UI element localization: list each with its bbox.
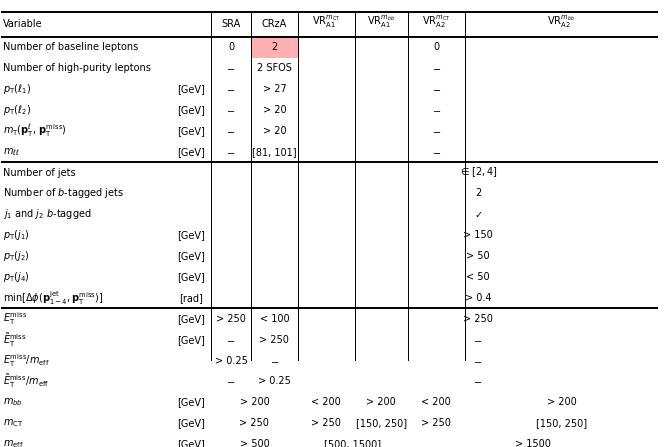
Text: [GeV]: [GeV]	[177, 272, 205, 282]
Text: > 200: > 200	[547, 397, 577, 407]
Text: $j_1$ and $j_2$ $b$-tagged: $j_1$ and $j_2$ $b$-tagged	[3, 207, 92, 221]
Bar	[251, 37, 298, 58]
Text: $m_{\mathrm{CT}}$: $m_{\mathrm{CT}}$	[3, 417, 24, 429]
Text: $m_{\ell\ell}$: $m_{\ell\ell}$	[3, 146, 20, 157]
Text: < 200: < 200	[421, 397, 451, 407]
Bar	[298, 392, 355, 413]
Text: > 27: > 27	[262, 84, 286, 94]
Text: < 200: < 200	[311, 397, 341, 407]
Text: $-$: $-$	[432, 84, 441, 94]
Text: > 250: > 250	[311, 418, 341, 428]
Text: $\in [2, 4]$: $\in [2, 4]$	[459, 165, 497, 179]
Text: $m_{\mathrm{T}}(\mathbf{p}_{\mathrm{T}}^{\ell},\,\mathbf{p}_{\mathrm{T}}^{\mathr: $m_{\mathrm{T}}(\mathbf{p}_{\mathrm{T}}^…	[3, 122, 67, 139]
Text: Number of jets: Number of jets	[3, 168, 76, 177]
Text: [GeV]: [GeV]	[177, 335, 205, 345]
Text: $-$: $-$	[227, 105, 235, 115]
Text: $\tilde{E}_{\mathrm{T}}^{\mathrm{miss}}$: $\tilde{E}_{\mathrm{T}}^{\mathrm{miss}}$	[3, 331, 27, 349]
Text: $-$: $-$	[270, 355, 279, 366]
Text: $E_{\mathrm{T}}^{\mathrm{miss}}/m_{\mathrm{eff}}$: $E_{\mathrm{T}}^{\mathrm{miss}}/m_{\math…	[3, 352, 50, 369]
Text: Number of high-purity leptons: Number of high-purity leptons	[3, 63, 151, 73]
Text: > 0.4: > 0.4	[465, 293, 491, 303]
Text: [GeV]: [GeV]	[177, 126, 205, 136]
Text: [81, 101]: [81, 101]	[252, 147, 297, 156]
Text: Variable: Variable	[3, 19, 43, 29]
Text: [GeV]: [GeV]	[177, 397, 205, 407]
Text: [150, 250]: [150, 250]	[356, 418, 407, 428]
Text: > 20: > 20	[263, 105, 286, 115]
Text: 2 SFOS: 2 SFOS	[257, 63, 292, 73]
Text: 2: 2	[475, 188, 481, 198]
Text: VR$^{m_{bb}}_{\mathrm{A2}}$: VR$^{m_{bb}}_{\mathrm{A2}}$	[547, 14, 575, 30]
Text: > 250: > 250	[463, 314, 493, 324]
Text: > 1500: > 1500	[515, 439, 551, 447]
Text: $p_{\mathrm{T}}(j_1)$: $p_{\mathrm{T}}(j_1)$	[3, 228, 30, 242]
Text: $-$: $-$	[474, 376, 482, 386]
Text: [500, 1500]: [500, 1500]	[324, 439, 381, 447]
Text: $-$: $-$	[227, 335, 235, 345]
Text: $-$: $-$	[227, 376, 235, 386]
Text: > 0.25: > 0.25	[215, 355, 248, 366]
Text: > 20: > 20	[263, 126, 286, 136]
Text: $p_{\mathrm{T}}(\ell_1)$: $p_{\mathrm{T}}(\ell_1)$	[3, 82, 31, 96]
Text: [GeV]: [GeV]	[177, 230, 205, 240]
Bar	[465, 413, 658, 434]
Text: [GeV]: [GeV]	[177, 314, 205, 324]
Text: < 100: < 100	[260, 314, 289, 324]
Text: > 50: > 50	[466, 251, 490, 261]
Text: > 250: > 250	[216, 314, 246, 324]
Bar	[355, 413, 408, 434]
Text: $-$: $-$	[474, 335, 482, 345]
Text: $m_{\mathrm{eff}}$: $m_{\mathrm{eff}}$	[3, 438, 24, 447]
Text: > 200: > 200	[240, 397, 269, 407]
Text: $p_{\mathrm{T}}(j_2)$: $p_{\mathrm{T}}(j_2)$	[3, 249, 30, 263]
Text: [rad]: [rad]	[179, 293, 203, 303]
Text: Number of $b$-tagged jets: Number of $b$-tagged jets	[3, 186, 124, 200]
Text: [GeV]: [GeV]	[177, 84, 205, 94]
Text: $-$: $-$	[432, 63, 441, 73]
Text: $-$: $-$	[474, 355, 482, 366]
Text: [GeV]: [GeV]	[177, 439, 205, 447]
Text: > 200: > 200	[367, 397, 396, 407]
Text: $\checkmark$: $\checkmark$	[474, 209, 482, 219]
Text: $-$: $-$	[227, 63, 235, 73]
Text: 0: 0	[434, 42, 440, 52]
Text: $-$: $-$	[227, 147, 235, 156]
Text: $-$: $-$	[432, 105, 441, 115]
Text: $-$: $-$	[227, 84, 235, 94]
Text: VR$^{m_{\mathrm{CT}}}_{\mathrm{A2}}$: VR$^{m_{\mathrm{CT}}}_{\mathrm{A2}}$	[422, 14, 450, 30]
Text: [150, 250]: [150, 250]	[536, 418, 587, 428]
Text: > 500: > 500	[240, 439, 269, 447]
Text: $\tilde{E}_{\mathrm{T}}^{\mathrm{miss}}/m_{\mathrm{eff}}$: $\tilde{E}_{\mathrm{T}}^{\mathrm{miss}}/…	[3, 372, 50, 390]
Text: > 250: > 250	[240, 418, 270, 428]
Text: 0: 0	[228, 42, 234, 52]
Text: $\mathrm{min}[\Delta\phi(\mathbf{p}_{1-4}^{\mathrm{jet}},\mathbf{p}_{\mathrm{T}}: $\mathrm{min}[\Delta\phi(\mathbf{p}_{1-4…	[3, 289, 104, 307]
Text: $E_{\mathrm{T}}^{\mathrm{miss}}$: $E_{\mathrm{T}}^{\mathrm{miss}}$	[3, 310, 27, 327]
Text: [GeV]: [GeV]	[177, 418, 205, 428]
Bar	[408, 392, 465, 413]
Text: $p_{\mathrm{T}}(\ell_2)$: $p_{\mathrm{T}}(\ell_2)$	[3, 103, 31, 117]
Text: $-$: $-$	[227, 126, 235, 136]
Text: [GeV]: [GeV]	[177, 251, 205, 261]
Text: 2: 2	[272, 42, 278, 52]
Text: Number of baseline leptons: Number of baseline leptons	[3, 42, 138, 52]
Text: [GeV]: [GeV]	[177, 105, 205, 115]
Text: $-$: $-$	[432, 126, 441, 136]
Text: SRA: SRA	[221, 19, 241, 29]
Text: VR$^{m_{\mathrm{CT}}}_{\mathrm{A1}}$: VR$^{m_{\mathrm{CT}}}_{\mathrm{A1}}$	[312, 14, 341, 30]
Text: [GeV]: [GeV]	[177, 147, 205, 156]
Text: > 0.25: > 0.25	[258, 376, 291, 386]
Text: > 250: > 250	[421, 418, 452, 428]
Text: > 150: > 150	[463, 230, 493, 240]
Text: $p_{\mathrm{T}}(j_4)$: $p_{\mathrm{T}}(j_4)$	[3, 270, 30, 284]
Text: > 250: > 250	[260, 335, 290, 345]
Text: VR$^{m_{bb}}_{\mathrm{A1}}$: VR$^{m_{bb}}_{\mathrm{A1}}$	[367, 14, 395, 30]
Text: CRzA: CRzA	[262, 19, 287, 29]
Text: $m_{bb}$: $m_{bb}$	[3, 396, 23, 408]
Text: < 50: < 50	[466, 272, 490, 282]
Text: $-$: $-$	[432, 147, 441, 156]
